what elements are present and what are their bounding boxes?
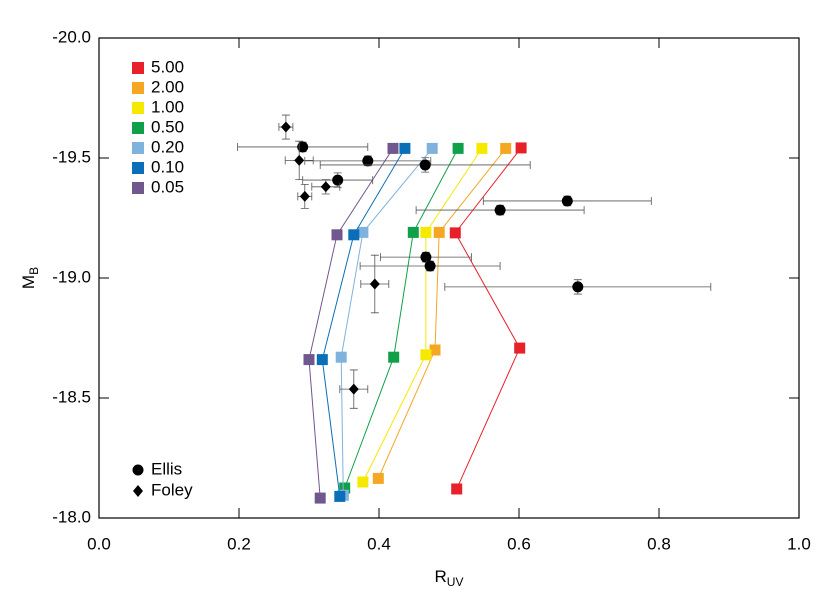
square-marker [500,142,512,154]
y-tick-label: -19.0 [52,267,91,286]
legend-swatch [132,122,144,134]
square-marker [433,226,445,238]
square-marker [451,483,463,495]
legend-label: 1.00 [151,97,184,116]
square-marker [429,344,441,356]
y-tick-label: -19.5 [52,147,91,166]
legend-label: 0.10 [151,157,184,176]
model-line [321,148,406,497]
square-marker [314,492,326,504]
x-tick-label: 0.2 [227,534,251,553]
circle-marker [419,159,431,171]
legend-label: 0.20 [151,137,184,156]
circle-marker [494,204,506,216]
legend-swatch [132,142,144,154]
y-tick-label: -18.5 [52,387,91,406]
plot-frame [98,37,800,519]
legend-swatch [133,485,143,497]
square-marker [339,482,351,494]
diamond-marker [280,121,291,133]
model-line [340,148,433,496]
square-marker [348,229,360,241]
square-marker [387,142,399,154]
square-marker [407,226,419,238]
circle-marker [362,155,374,167]
diamond-marker [294,154,305,166]
legend-swatch [132,102,144,114]
legend-label: 0.50 [151,117,184,136]
legend-swatch [132,162,144,174]
legend-swatch [132,182,144,194]
model-line [308,148,394,499]
circle-marker [561,195,573,207]
legend-swatch [132,62,144,74]
model-line [377,148,507,479]
circle-marker [420,251,432,263]
legend-label: 0.05 [151,177,184,196]
square-marker [357,226,369,238]
square-marker [303,354,315,366]
square-marker [388,351,400,363]
x-tick-label: 0.0 [87,534,111,553]
legend-swatch [132,464,144,476]
square-marker [420,349,432,361]
x-axis-label-sub: UV [447,575,464,589]
x-axis-label-main: R [435,567,447,586]
model-line [344,148,459,489]
square-marker [399,142,411,154]
square-marker [372,472,384,484]
diamond-marker [299,190,310,202]
legend-label: Foley [151,480,193,499]
square-marker [452,142,464,154]
x-tick-label: 0.4 [367,534,391,553]
square-marker [357,476,369,488]
y-axis-label-sub: B [27,267,41,275]
square-marker [449,227,461,239]
x-tick-label: 0.8 [647,534,671,553]
legend-label: 2.00 [151,77,184,96]
square-marker [476,142,488,154]
legend-label: 5.00 [151,57,184,76]
y-tick-label: -20.0 [52,27,91,46]
x-tick-label: 0.6 [507,534,531,553]
x-axis-label: RUV [435,567,464,589]
square-marker [316,354,328,366]
circle-marker [297,141,309,153]
circle-marker [332,174,344,186]
y-axis-label: MB [19,267,41,289]
model-line [454,147,522,490]
circle-marker [572,281,584,293]
legend-label: Ellis [151,459,182,478]
square-marker [514,342,526,354]
square-marker [515,142,527,154]
y-axis-label-main: M [19,275,38,289]
model-line [362,148,483,483]
legend-swatch [132,82,144,94]
x-tick-label: 1.0 [787,534,811,553]
circle-marker [424,260,436,272]
diamond-marker [369,278,380,290]
diamond-marker [320,181,331,193]
square-marker [426,142,438,154]
square-marker [420,226,432,238]
square-marker [334,490,346,502]
diamond-marker [348,383,359,395]
y-tick-label: -18.0 [52,507,91,526]
square-marker [335,351,347,363]
square-marker [331,229,343,241]
